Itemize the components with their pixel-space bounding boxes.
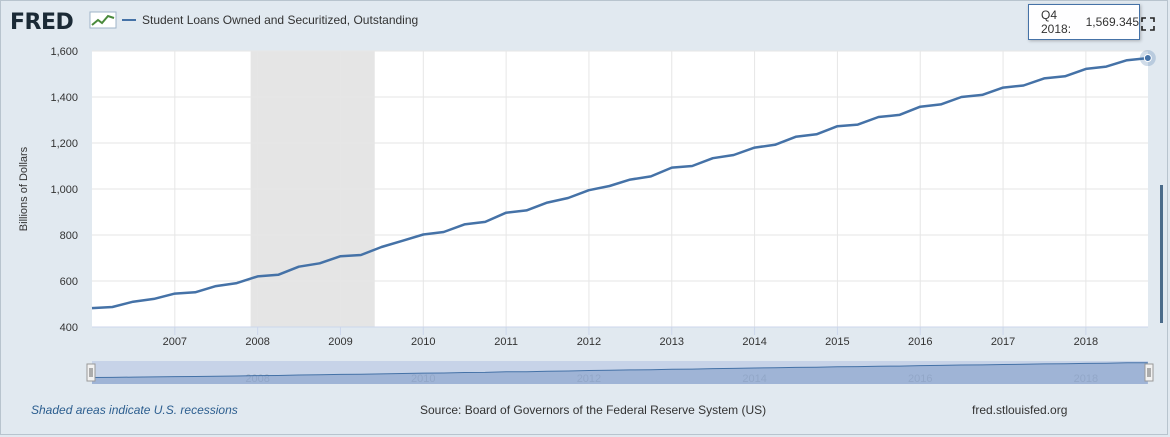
x-tick-label: 2015	[825, 336, 849, 348]
x-tick-label: 2007	[163, 336, 187, 348]
x-tick-label: 2013	[660, 336, 684, 348]
y-tick-label: 1,600	[50, 46, 78, 58]
site-link[interactable]: fred.stlouisfed.org	[972, 403, 1068, 417]
y-tick-label: 800	[60, 230, 78, 242]
series-line	[91, 56, 1148, 310]
legend-swatch	[122, 19, 136, 21]
tooltip-label: Q4 2018:	[1041, 8, 1072, 36]
x-tick-label: 2011	[494, 336, 518, 348]
x-tick-label: 2017	[991, 336, 1015, 348]
x-tick-label: 2018	[1074, 336, 1098, 348]
tooltip: Q4 2018: 1,569.345	[1028, 4, 1140, 40]
scrollbar[interactable]	[1160, 185, 1163, 323]
hover-point	[1143, 54, 1152, 63]
tooltip-value: 1,569.345	[1085, 15, 1139, 29]
x-tick-label: 2008	[245, 336, 269, 348]
x-tick-label: 2010	[411, 336, 435, 348]
fred-graph-icon	[89, 11, 117, 29]
navigator-right-handle[interactable]	[1144, 363, 1154, 382]
y-tick-label: 1,400	[50, 92, 78, 104]
recession-note[interactable]: Shaded areas indicate U.S. recessions	[31, 403, 238, 417]
fred-logo[interactable]: FRED	[10, 10, 74, 35]
fullscreen-icon[interactable]	[1141, 17, 1155, 31]
y-tick-label: 1,000	[50, 184, 78, 196]
y-tick-label: 600	[60, 276, 78, 288]
range-navigator[interactable]: 200820102012201420162018	[86, 361, 1154, 385]
y-tick-label: 400	[60, 322, 78, 334]
x-tick-label: 2009	[328, 336, 352, 348]
x-tick-label: 2016	[908, 336, 932, 348]
x-tick-label: 2014	[742, 336, 766, 348]
navigator-left-handle[interactable]	[86, 363, 96, 382]
y-axis-label: Billions of Dollars	[18, 146, 30, 231]
y-tick-label: 1,200	[50, 138, 78, 150]
navigator-area	[92, 362, 1148, 384]
legend-series-name: Student Loans Owned and Securitized, Out…	[142, 13, 419, 27]
legend[interactable]: Student Loans Owned and Securitized, Out…	[122, 13, 418, 27]
x-tick-label: 2012	[577, 336, 601, 348]
source-text: Source: Board of Governors of the Federa…	[420, 403, 767, 417]
navigator-line	[91, 362, 1148, 378]
